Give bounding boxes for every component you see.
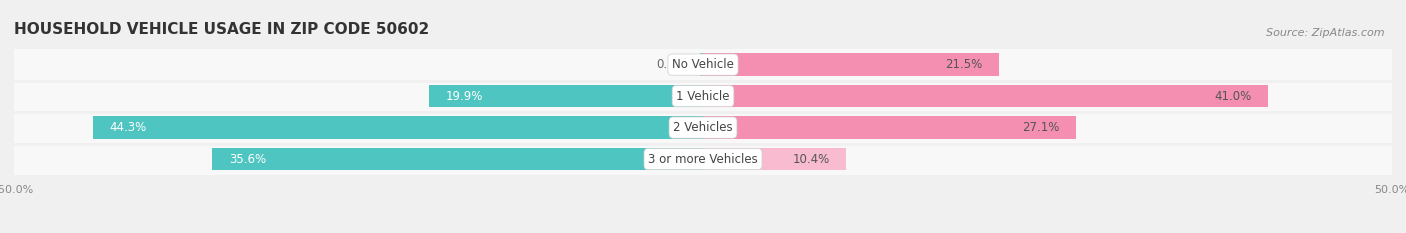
Text: 44.3%: 44.3% xyxy=(110,121,146,134)
Bar xyxy=(93,116,703,139)
Text: 19.9%: 19.9% xyxy=(446,90,482,103)
Text: 21.5%: 21.5% xyxy=(945,58,983,71)
Bar xyxy=(14,112,1392,143)
Text: 0.22%: 0.22% xyxy=(655,58,693,71)
Text: 3 or more Vehicles: 3 or more Vehicles xyxy=(648,153,758,166)
Bar xyxy=(14,49,1392,80)
Text: No Vehicle: No Vehicle xyxy=(672,58,734,71)
Text: HOUSEHOLD VEHICLE USAGE IN ZIP CODE 50602: HOUSEHOLD VEHICLE USAGE IN ZIP CODE 5060… xyxy=(14,22,429,37)
Bar xyxy=(703,148,846,170)
Bar xyxy=(429,85,703,107)
Bar xyxy=(14,143,1392,175)
Text: 10.4%: 10.4% xyxy=(793,153,830,166)
Text: 27.1%: 27.1% xyxy=(1022,121,1060,134)
Bar xyxy=(703,85,1268,107)
Bar xyxy=(703,116,1077,139)
Bar xyxy=(212,148,703,170)
Text: 1 Vehicle: 1 Vehicle xyxy=(676,90,730,103)
Text: Source: ZipAtlas.com: Source: ZipAtlas.com xyxy=(1267,28,1385,38)
Text: 2 Vehicles: 2 Vehicles xyxy=(673,121,733,134)
Text: 35.6%: 35.6% xyxy=(229,153,266,166)
Text: 41.0%: 41.0% xyxy=(1215,90,1251,103)
Bar xyxy=(700,53,703,76)
Legend: Owner-occupied, Renter-occupied: Owner-occupied, Renter-occupied xyxy=(582,230,824,233)
Bar xyxy=(703,53,1000,76)
Bar xyxy=(14,80,1392,112)
